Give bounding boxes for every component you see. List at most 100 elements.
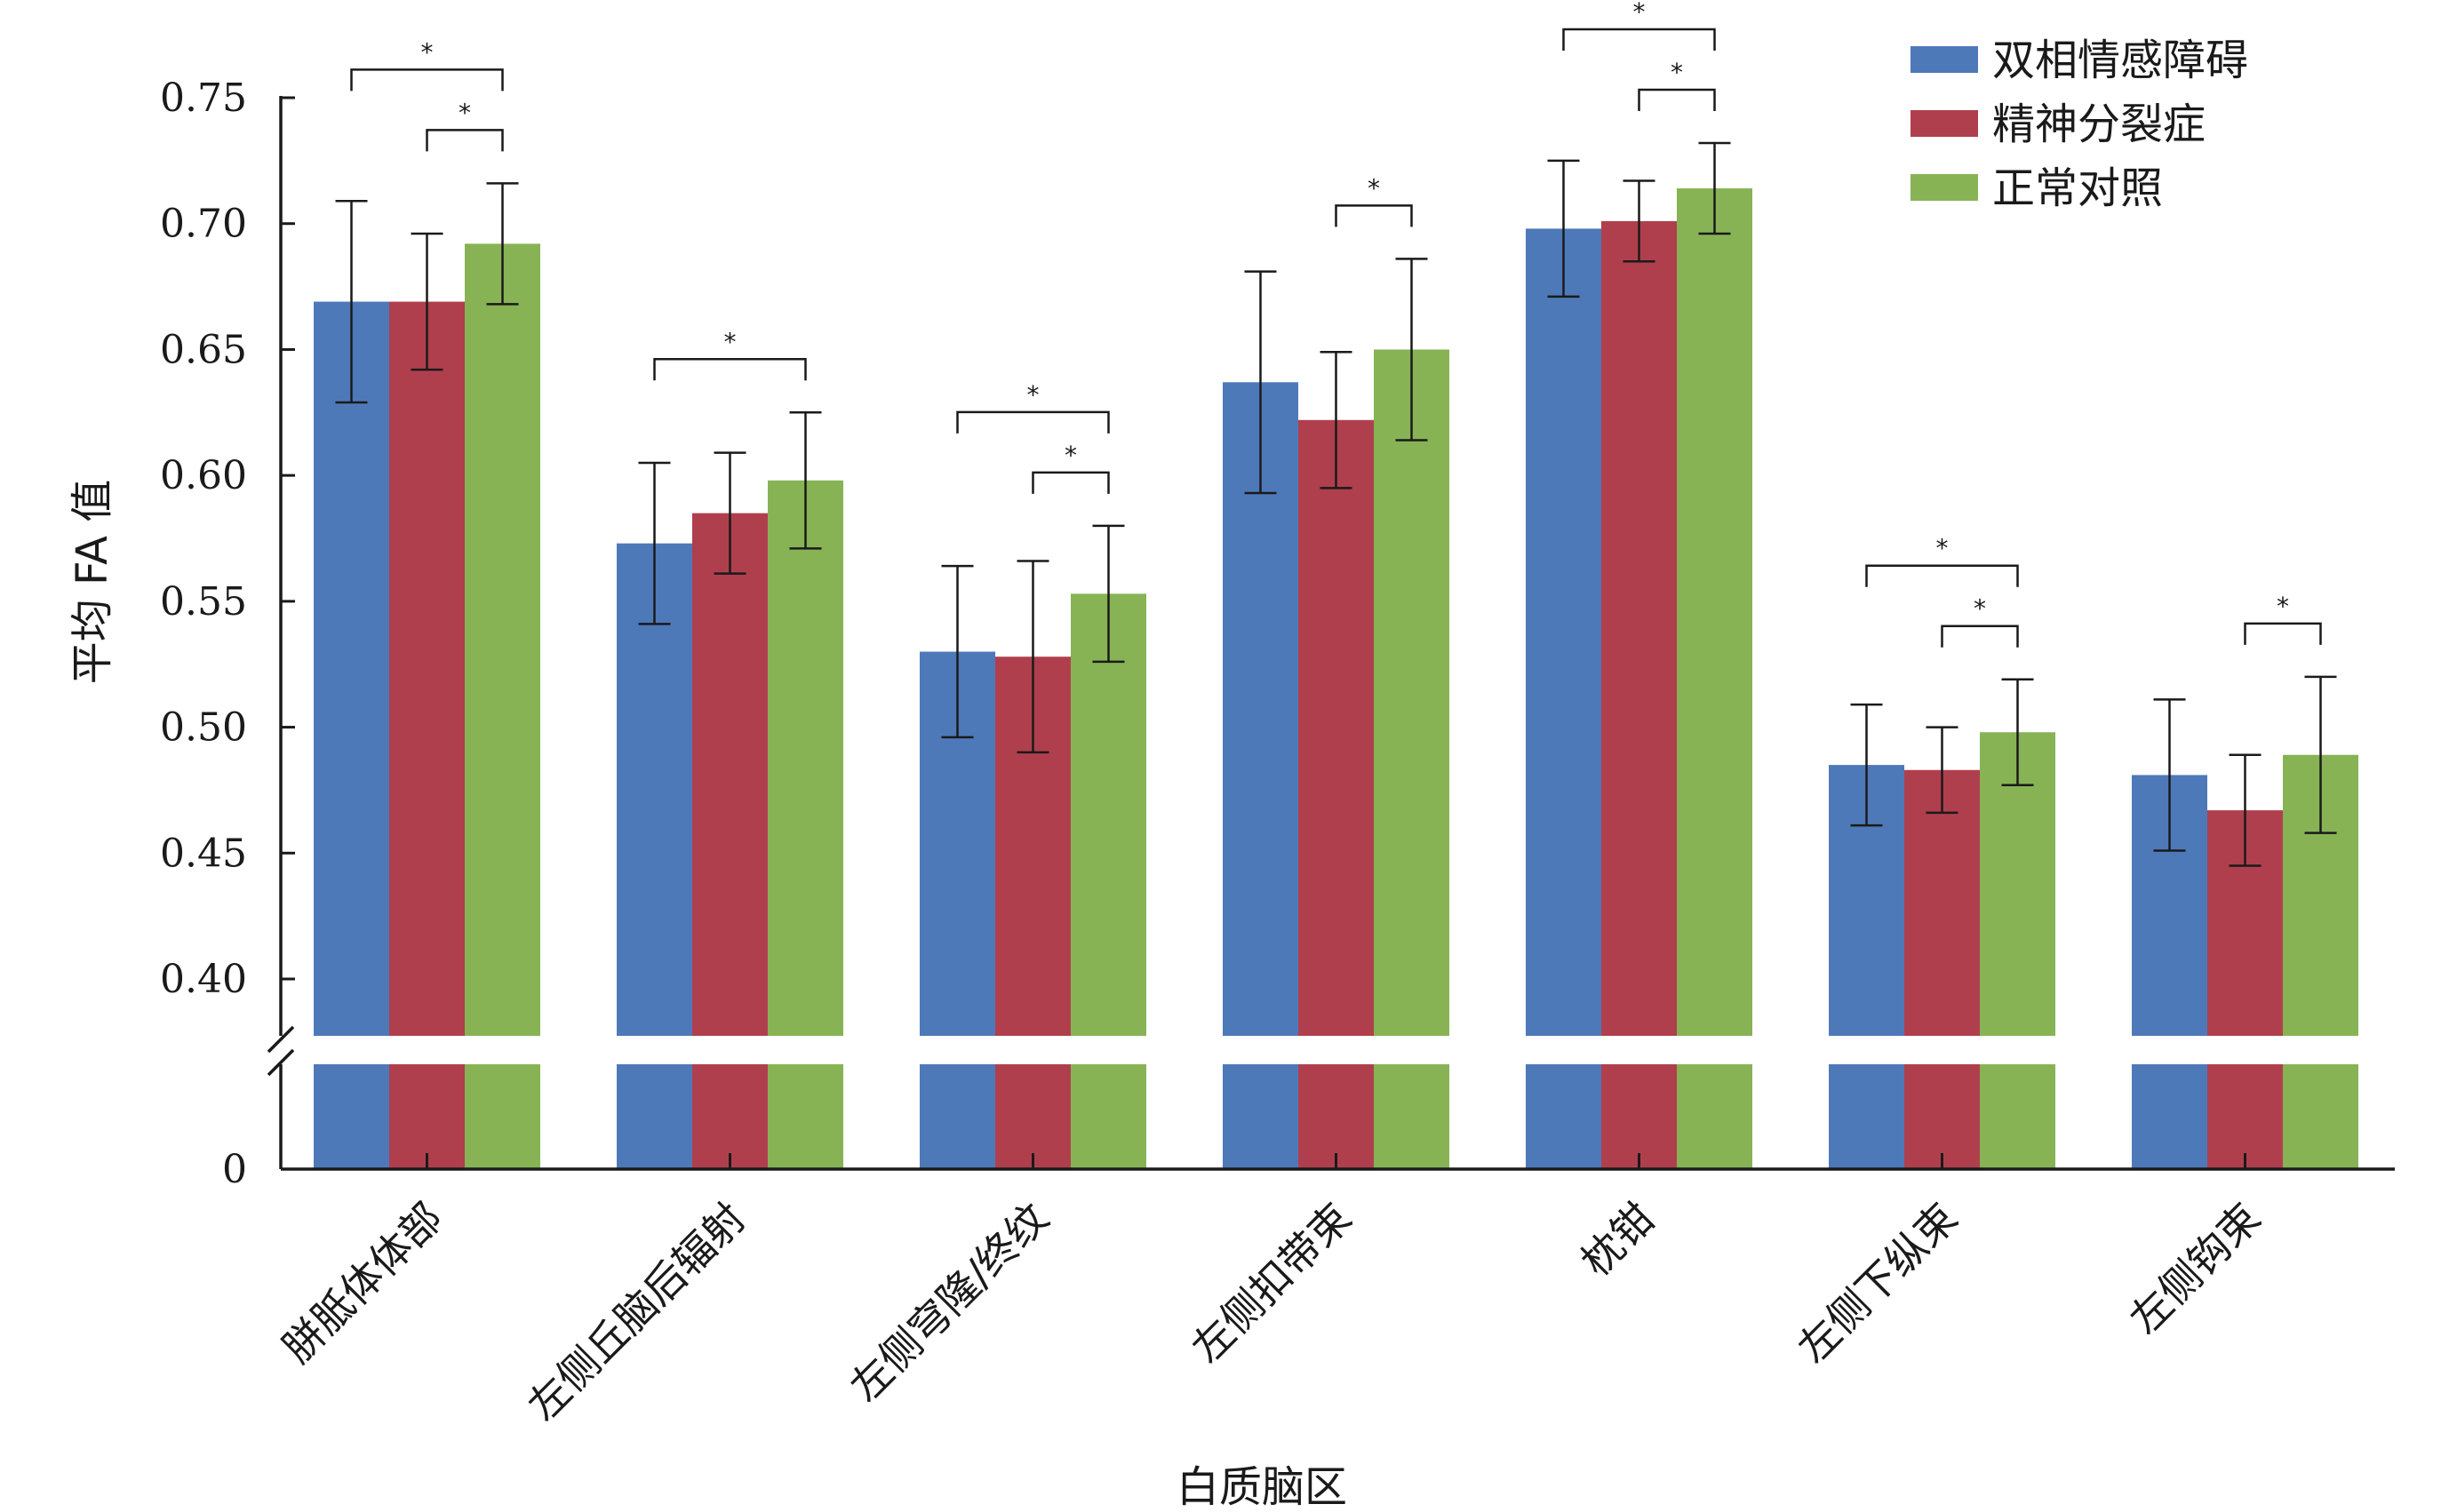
bar-lower-0-0 — [314, 1064, 389, 1169]
x-category-labels-layer: 胼胝体体部 左侧丘脑后辐射 左侧穹隆/终纹 左侧扣带束 枕钳 左侧下纵束 左侧钩束 — [273, 1153, 2270, 1429]
error-bar-3-1 — [1320, 351, 1352, 489]
legend-swatch — [1911, 174, 1978, 201]
axis-break-mark-bottom — [267, 1048, 295, 1077]
significance-bracket-0-0: * — [426, 98, 504, 152]
bar-lower-4-1 — [1601, 1064, 1677, 1169]
legend-label: 正常对照 — [1992, 163, 2163, 213]
bar-upper-3-2 — [1374, 349, 1449, 1036]
error-bar-6-0 — [2153, 698, 2186, 852]
error-bar-2-1 — [1017, 560, 1049, 754]
significance-bracket-4-0: * — [1638, 58, 1716, 112]
bar-lower-2-1 — [995, 1064, 1071, 1169]
x-category-label: 左侧钩束 — [2120, 1194, 2270, 1343]
significance-star: * — [724, 327, 737, 356]
error-bar-0-1 — [411, 232, 443, 371]
significance-star: * — [1633, 0, 1646, 27]
significance-star: * — [1368, 173, 1380, 203]
legend-swatch — [1911, 46, 1978, 73]
legend-item-0: 双相情感障碍 — [1911, 36, 2248, 85]
bar-upper-5-1 — [1904, 769, 1980, 1036]
y-tick-label: 0.75 — [160, 76, 247, 121]
significance-star: * — [1065, 441, 1077, 470]
error-bar-5-0 — [1850, 703, 1883, 827]
bar-lower-6-1 — [2207, 1064, 2283, 1169]
bar-upper-1-0 — [617, 543, 692, 1036]
bar-lower-6-0 — [2132, 1064, 2207, 1169]
error-bar-2-2 — [1092, 524, 1125, 664]
bar-upper-0-2 — [465, 243, 540, 1037]
bar-lower-5-2 — [1980, 1064, 2055, 1169]
significance-star: * — [1936, 534, 1949, 563]
x-category-label: 左侧穹隆/终纹 — [841, 1194, 1057, 1411]
error-bar-0-2 — [486, 182, 519, 306]
legend-item-1: 精神分裂症 — [1911, 99, 2206, 149]
error-bar-3-0 — [1244, 270, 1277, 495]
bar-upper-3-1 — [1298, 419, 1374, 1036]
axis-break-mark-top — [267, 1025, 295, 1054]
bar-upper-4-1 — [1601, 220, 1677, 1036]
bar-upper-1-2 — [768, 480, 843, 1036]
significance-star: * — [1974, 594, 1986, 624]
error-bar-4-0 — [1547, 159, 1580, 298]
legend-item-2: 正常对照 — [1911, 163, 2163, 213]
error-bar-1-0 — [638, 461, 671, 625]
y-tick-label: 0 — [222, 1147, 247, 1192]
significance-bracket-6-0: * — [2244, 592, 2322, 645]
bar-lower-4-2 — [1677, 1064, 1752, 1169]
bars-layer — [314, 188, 2358, 1169]
significance-bracket-4-1: * — [1562, 0, 1716, 52]
x-category-label: 左侧下纵束 — [1788, 1194, 1966, 1373]
error-bar-6-1 — [2229, 753, 2262, 867]
significance-bracket-1-0: * — [653, 327, 807, 381]
error-bar-2-0 — [941, 564, 974, 739]
bar-lower-1-0 — [617, 1064, 692, 1169]
y-tick-label: 0.55 — [160, 579, 247, 625]
error-bar-5-1 — [1926, 726, 1958, 815]
significance-star: * — [1027, 380, 1040, 410]
bar-lower-4-0 — [1526, 1064, 1601, 1169]
y-axis-title: 平均 FA 值 — [68, 480, 117, 685]
error-bars-layer — [335, 141, 2337, 867]
legend-label: 精神分裂症 — [1992, 99, 2206, 149]
y-tick-label: 0.65 — [160, 327, 247, 372]
axes-layer — [267, 96, 2395, 1171]
error-bar-1-2 — [789, 411, 822, 550]
significance-bracket-2-1: * — [956, 380, 1110, 434]
significance-bracket-0-1: * — [350, 37, 504, 92]
bar-upper-2-2 — [1071, 593, 1146, 1036]
error-bar-3-2 — [1395, 258, 1428, 442]
y-ticks-layer: 0 0.40 0.45 0.50 0.55 0.60 0.65 0.70 0.75 — [160, 76, 295, 1192]
error-bar-5-2 — [2001, 678, 2034, 787]
significance-bracket-3-0: * — [1335, 173, 1413, 227]
error-bar-0-0 — [335, 199, 368, 404]
x-category-label: 胼胝体体部 — [273, 1194, 451, 1373]
significance-bracket-2-0: * — [1032, 441, 1110, 494]
x-category-label: 枕钳 — [1572, 1194, 1663, 1285]
bar-lower-5-1 — [1904, 1064, 1980, 1169]
significance-star: * — [421, 37, 434, 67]
bar-lower-5-0 — [1829, 1064, 1904, 1169]
legend-swatch — [1911, 110, 1978, 137]
bar-lower-1-1 — [692, 1064, 768, 1169]
x-axis-title: 白质脑区 — [1177, 1462, 1347, 1512]
significance-layer: * * * * * * * * * * * — [350, 0, 2322, 648]
bar-lower-2-2 — [1071, 1064, 1146, 1169]
significance-bracket-5-1: * — [1865, 534, 2019, 587]
y-tick-label: 0.50 — [160, 705, 247, 751]
bar-lower-1-2 — [768, 1064, 843, 1169]
bar-lower-0-1 — [389, 1064, 465, 1169]
error-bar-4-2 — [1698, 141, 1731, 235]
y-tick-label: 0.70 — [160, 202, 247, 247]
y-tick-label: 0.40 — [160, 957, 247, 1002]
bar-upper-0-1 — [389, 301, 465, 1036]
significance-star: * — [1671, 58, 1683, 87]
bar-lower-3-1 — [1298, 1064, 1374, 1169]
y-tick-label: 0.45 — [160, 831, 247, 876]
significance-star: * — [459, 98, 471, 127]
error-bar-4-1 — [1623, 179, 1655, 263]
bar-upper-1-1 — [692, 513, 768, 1036]
x-category-label: 左侧丘脑后辐射 — [518, 1194, 754, 1430]
y-tick-label: 0.60 — [160, 453, 247, 498]
bar-lower-6-2 — [2283, 1064, 2358, 1169]
